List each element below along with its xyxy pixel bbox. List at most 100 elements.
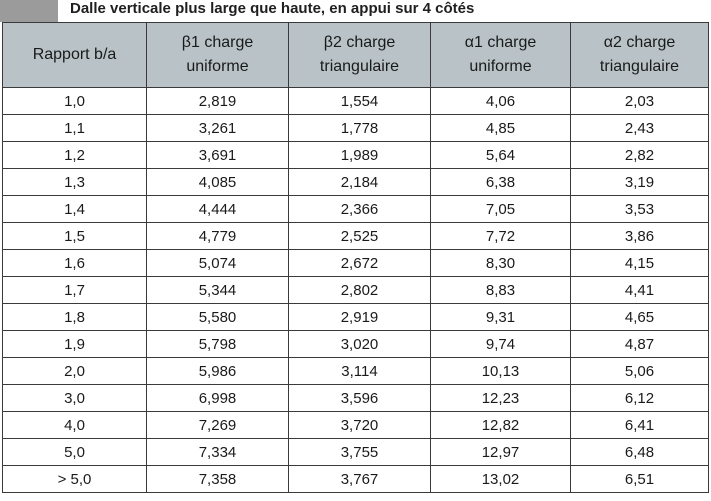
cell-beta2-triangular: 2,672 <box>288 249 431 277</box>
cell-alpha1-uniform: 12,97 <box>430 438 571 466</box>
cell-alpha2-triangular: 4,65 <box>570 303 709 331</box>
title-bar: Dalle verticale plus large que haute, en… <box>0 0 711 22</box>
cell-alpha2-triangular: 3,86 <box>570 222 709 250</box>
coefficients-table: Rapport b/a β1 charge uniforme β2 charge… <box>2 22 709 493</box>
cell-alpha1-uniform: 9,31 <box>430 303 571 331</box>
cell-ratio: 3,0 <box>2 384 147 412</box>
cell-alpha1-uniform: 7,05 <box>430 195 571 223</box>
cell-alpha2-triangular: 2,43 <box>570 114 709 142</box>
header-beta2-line2: triangulaire <box>319 58 400 75</box>
cell-alpha1-uniform: 8,83 <box>430 276 571 304</box>
cell-beta1-uniform: 5,580 <box>146 303 289 331</box>
cell-ratio: 5,0 <box>2 438 147 466</box>
table-row: 1,6 5,074 2,672 8,30 4,15 <box>2 249 709 277</box>
cell-alpha1-uniform: 7,72 <box>430 222 571 250</box>
cell-beta1-uniform: 2,819 <box>146 87 289 115</box>
header-row: Rapport b/a β1 charge uniforme β2 charge… <box>2 22 709 88</box>
cell-beta1-uniform: 4,444 <box>146 195 289 223</box>
cell-beta2-triangular: 2,919 <box>288 303 431 331</box>
cell-ratio: 1,3 <box>2 168 147 196</box>
cell-beta1-uniform: 3,261 <box>146 114 289 142</box>
table-row: 1,3 4,085 2,184 6,38 3,19 <box>2 168 709 196</box>
table-row: 3,0 6,998 3,596 12,23 6,12 <box>2 384 709 412</box>
cell-ratio: 4,0 <box>2 411 147 439</box>
cell-ratio: 1,1 <box>2 114 147 142</box>
cell-alpha2-triangular: 3,53 <box>570 195 709 223</box>
cell-ratio: 1,7 <box>2 276 147 304</box>
cell-alpha2-triangular: 4,87 <box>570 330 709 358</box>
cell-alpha2-triangular: 6,51 <box>570 465 709 493</box>
header-beta2-line1: β2 charge <box>323 34 396 51</box>
cell-beta1-uniform: 7,334 <box>146 438 289 466</box>
cell-ratio: 1,9 <box>2 330 147 358</box>
cell-beta1-uniform: 7,358 <box>146 465 289 493</box>
cell-alpha1-uniform: 4,85 <box>430 114 571 142</box>
cell-alpha1-uniform: 6,38 <box>430 168 571 196</box>
table-row: 1,8 5,580 2,919 9,31 4,65 <box>2 303 709 331</box>
cell-beta1-uniform: 6,998 <box>146 384 289 412</box>
cell-alpha2-triangular: 6,12 <box>570 384 709 412</box>
table-row: > 5,0 7,358 3,767 13,02 6,51 <box>2 465 709 493</box>
header-alpha1-line1: α1 charge <box>464 34 537 51</box>
cell-beta1-uniform: 5,074 <box>146 249 289 277</box>
header-beta1: β1 charge uniforme <box>146 22 289 88</box>
cell-beta2-triangular: 3,755 <box>288 438 431 466</box>
cell-alpha2-triangular: 3,19 <box>570 168 709 196</box>
title-color-swatch <box>0 0 58 22</box>
table-row: 1,9 5,798 3,020 9,74 4,87 <box>2 330 709 358</box>
table-body: 1,0 2,819 1,554 4,06 2,03 1,1 3,261 1,778 4,85 2,… <box>2 87 709 493</box>
cell-ratio: 1,0 <box>2 87 147 115</box>
cell-beta2-triangular: 1,778 <box>288 114 431 142</box>
cell-ratio: 1,5 <box>2 222 147 250</box>
cell-beta1-uniform: 4,085 <box>146 168 289 196</box>
table-row: 2,0 5,986 3,114 10,13 5,06 <box>2 357 709 385</box>
table-title: Dalle verticale plus large que haute, en… <box>70 0 475 17</box>
cell-beta2-triangular: 3,720 <box>288 411 431 439</box>
cell-beta1-uniform: 3,691 <box>146 141 289 169</box>
cell-alpha2-triangular: 4,15 <box>570 249 709 277</box>
cell-beta2-triangular: 3,596 <box>288 384 431 412</box>
cell-ratio: 1,8 <box>2 303 147 331</box>
cell-alpha2-triangular: 2,82 <box>570 141 709 169</box>
header-alpha1: α1 charge uniforme <box>430 22 571 88</box>
cell-beta1-uniform: 7,269 <box>146 411 289 439</box>
cell-beta2-triangular: 2,366 <box>288 195 431 223</box>
cell-alpha2-triangular: 5,06 <box>570 357 709 385</box>
cell-beta1-uniform: 5,986 <box>146 357 289 385</box>
header-beta1-line1: β1 charge <box>181 34 254 51</box>
header-ratio: Rapport b/a <box>2 22 147 88</box>
header-alpha1-line2: uniforme <box>469 58 532 75</box>
cell-beta2-triangular: 3,020 <box>288 330 431 358</box>
header-ratio-line1: Rapport b/a <box>32 46 117 63</box>
cell-alpha1-uniform: 9,74 <box>430 330 571 358</box>
table-row: 1,5 4,779 2,525 7,72 3,86 <box>2 222 709 250</box>
cell-alpha1-uniform: 12,23 <box>430 384 571 412</box>
cell-alpha2-triangular: 6,41 <box>570 411 709 439</box>
cell-alpha1-uniform: 5,64 <box>430 141 571 169</box>
cell-alpha1-uniform: 8,30 <box>430 249 571 277</box>
cell-ratio: > 5,0 <box>2 465 147 493</box>
cell-alpha1-uniform: 13,02 <box>430 465 571 493</box>
cell-beta2-triangular: 3,114 <box>288 357 431 385</box>
header-alpha2-line2: triangulaire <box>599 58 680 75</box>
header-beta2: β2 charge triangulaire <box>288 22 431 88</box>
table-row: 1,0 2,819 1,554 4,06 2,03 <box>2 87 709 115</box>
table-row: 5,0 7,334 3,755 12,97 6,48 <box>2 438 709 466</box>
header-alpha2: α2 charge triangulaire <box>570 22 709 88</box>
cell-beta2-triangular: 2,525 <box>288 222 431 250</box>
cell-ratio: 1,2 <box>2 141 147 169</box>
cell-ratio: 1,4 <box>2 195 147 223</box>
cell-beta2-triangular: 1,554 <box>288 87 431 115</box>
cell-beta1-uniform: 5,798 <box>146 330 289 358</box>
table-row: 4,0 7,269 3,720 12,82 6,41 <box>2 411 709 439</box>
table-row: 1,4 4,444 2,366 7,05 3,53 <box>2 195 709 223</box>
cell-alpha2-triangular: 2,03 <box>570 87 709 115</box>
cell-beta2-triangular: 2,802 <box>288 276 431 304</box>
cell-beta1-uniform: 5,344 <box>146 276 289 304</box>
cell-alpha1-uniform: 10,13 <box>430 357 571 385</box>
cell-alpha2-triangular: 6,48 <box>570 438 709 466</box>
cell-alpha1-uniform: 12,82 <box>430 411 571 439</box>
table-header: Rapport b/a β1 charge uniforme β2 charge… <box>2 22 709 88</box>
header-beta1-line2: uniforme <box>186 58 249 75</box>
table-row: 1,1 3,261 1,778 4,85 2,43 <box>2 114 709 142</box>
